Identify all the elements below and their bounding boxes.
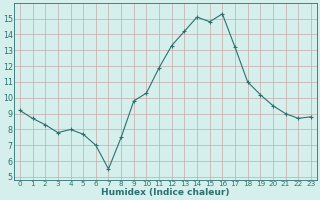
X-axis label: Humidex (Indice chaleur): Humidex (Indice chaleur) <box>101 188 230 197</box>
